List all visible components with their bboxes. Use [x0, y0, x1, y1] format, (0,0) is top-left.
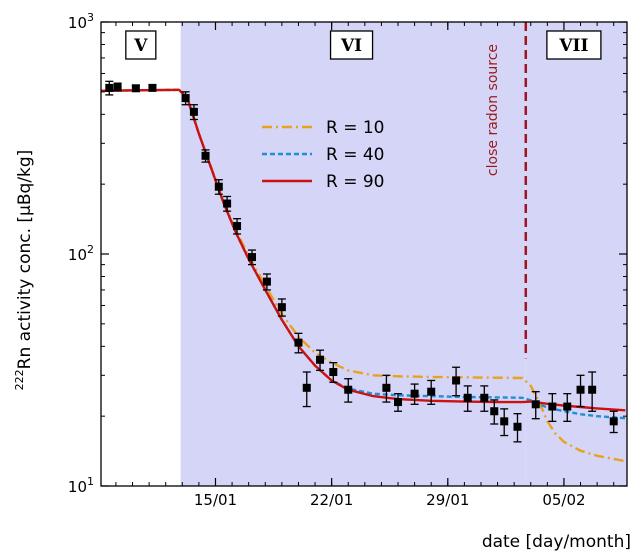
data-marker — [303, 384, 311, 392]
data-point — [114, 83, 122, 91]
legend-label: R = 40 — [326, 145, 385, 165]
data-marker — [532, 400, 540, 408]
data-marker — [329, 368, 337, 376]
data-marker — [182, 94, 190, 102]
region-V-label: V — [133, 36, 148, 56]
x-tick-label: 29/01 — [426, 491, 469, 509]
data-marker — [248, 253, 256, 261]
close-radon-source-annotation: close radon source — [485, 44, 501, 176]
data-marker — [490, 407, 498, 415]
data-marker — [114, 83, 122, 91]
data-marker — [223, 200, 231, 208]
data-marker — [132, 84, 140, 92]
y-tick-label: 103 — [68, 11, 94, 32]
legend-label: R = 10 — [326, 118, 385, 138]
data-marker — [233, 222, 241, 230]
data-marker — [427, 388, 435, 396]
data-marker — [452, 376, 460, 384]
data-marker — [464, 394, 472, 402]
data-point — [132, 84, 140, 92]
y-tick-label: 101 — [68, 475, 94, 496]
data-marker — [263, 278, 271, 286]
data-marker — [610, 417, 618, 425]
y-axis-label-text: Rn activity conc. [µBq/kg] — [15, 150, 35, 370]
x-tick-label: 22/01 — [310, 491, 353, 509]
data-marker — [105, 84, 113, 92]
data-marker — [344, 386, 352, 394]
region-VII-label: VII — [558, 36, 588, 56]
data-marker — [577, 386, 585, 394]
region-VI-label: VI — [340, 36, 362, 56]
data-marker — [588, 386, 596, 394]
data-marker — [548, 403, 556, 411]
data-marker — [394, 398, 402, 406]
region-VI-background — [181, 22, 526, 486]
data-marker — [563, 403, 571, 411]
data-marker — [513, 423, 521, 431]
data-marker — [215, 183, 223, 191]
x-axis-label: date [day/month] — [482, 532, 631, 552]
data-marker — [278, 303, 286, 311]
data-marker — [382, 384, 390, 392]
data-marker — [202, 152, 210, 160]
data-marker — [148, 84, 156, 92]
data-marker — [190, 108, 198, 116]
data-point — [148, 84, 156, 92]
x-tick-label: 15/01 — [194, 491, 237, 509]
data-marker — [294, 339, 302, 347]
region-VII-background — [526, 22, 627, 486]
data-marker — [500, 417, 508, 425]
x-tick-label: 05/02 — [542, 491, 585, 509]
data-marker — [411, 390, 419, 398]
data-marker — [480, 394, 488, 402]
data-marker — [316, 356, 324, 364]
y-tick-label: 102 — [68, 243, 94, 264]
y-axis-label-superscript: 222 — [13, 369, 26, 390]
legend-label: R = 90 — [326, 172, 385, 192]
y-axis-label: 222Rn activity conc. [µBq/kg] — [13, 150, 35, 391]
